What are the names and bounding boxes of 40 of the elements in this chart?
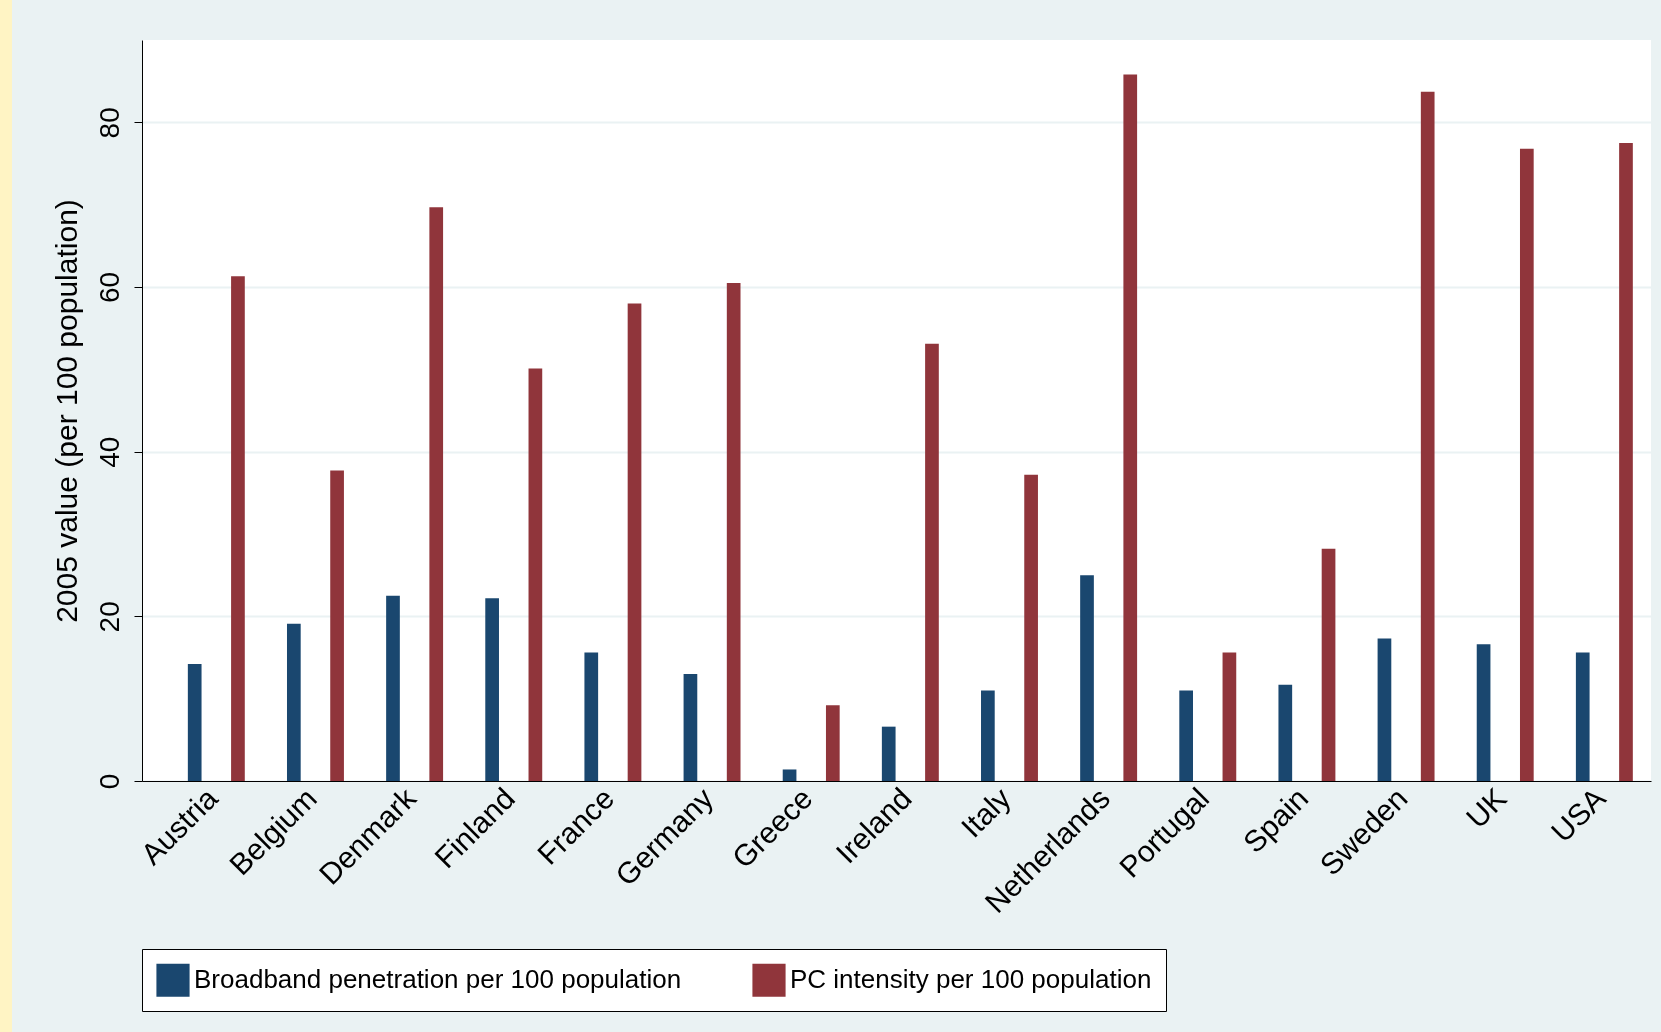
bar [485,598,499,781]
bar [726,282,741,781]
bar [1024,474,1038,781]
y-tick-label: 0 [93,773,125,790]
bar [330,470,344,781]
x-tick-label: USA [1544,781,1612,849]
bar [1420,91,1435,781]
bar [1278,684,1293,781]
bar [1179,690,1193,781]
bar [1222,652,1237,781]
bar [528,368,543,781]
legend-label: Broadband penetration per 100 population [194,964,682,995]
bar [782,769,797,781]
y-tick-label: 40 [93,436,125,468]
x-tick-label: UK [1459,781,1513,835]
bar [683,673,698,781]
y-tick-label: 60 [93,271,125,304]
bar [1321,548,1336,781]
bar [286,623,301,781]
bar [231,276,245,781]
bar [386,595,400,781]
bar [1575,652,1590,781]
bar [187,664,202,781]
bar [1377,638,1392,781]
bar [925,343,939,781]
bar [627,303,642,781]
bar [1080,575,1094,781]
legend-label: PC intensity per 100 population [790,964,1152,995]
bar [429,207,444,781]
bar [1123,74,1138,781]
bar [1476,644,1491,781]
bar [825,705,840,781]
y-tick-label: 20 [93,601,125,633]
bar [1619,142,1633,781]
y-tick-label: 80 [93,107,125,139]
bar [584,652,599,781]
bar [1519,148,1534,781]
y-axis-title: 2005 value (per 100 population) [49,199,83,623]
bar [981,690,995,781]
bar [881,726,896,781]
